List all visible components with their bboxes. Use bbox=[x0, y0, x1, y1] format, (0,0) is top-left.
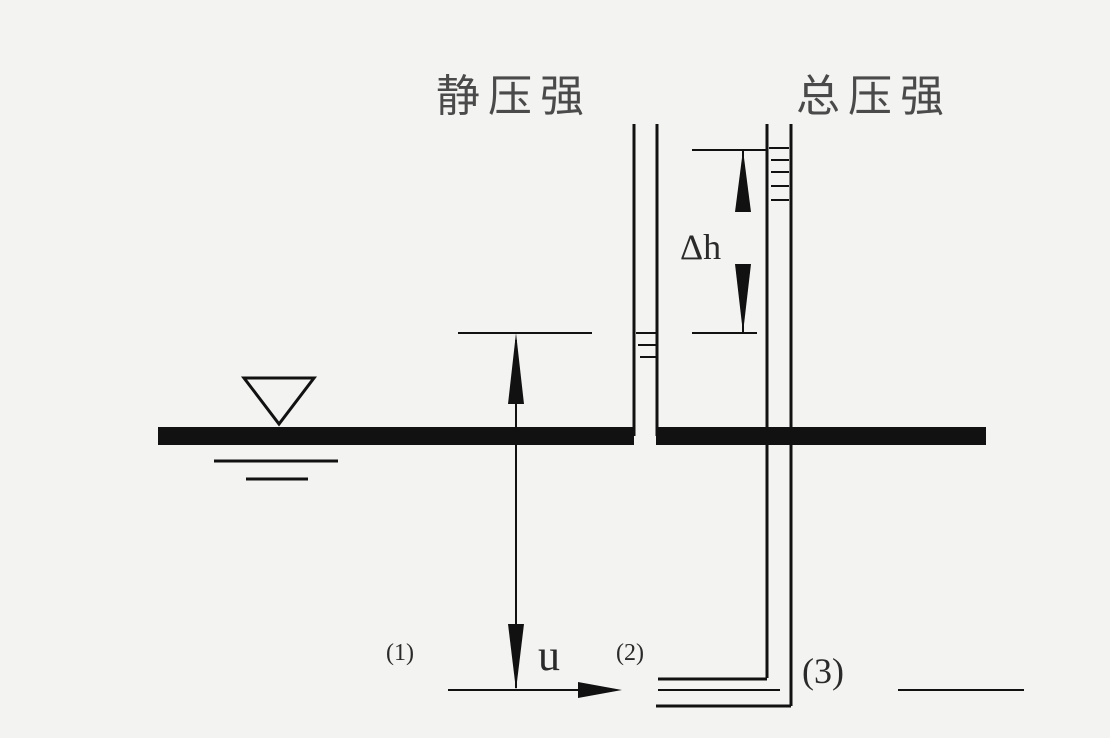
velocity-label: u bbox=[538, 631, 560, 680]
free-surface-triangle-icon bbox=[240, 376, 318, 427]
delta-h-arrow-down-icon bbox=[735, 264, 751, 333]
depth-arrow-down-icon bbox=[508, 624, 524, 690]
total-pressure-label: 总压强 bbox=[796, 71, 952, 122]
static-pressure-label: 静压强 bbox=[436, 71, 592, 122]
pitot-tube-liquid-marks bbox=[769, 147, 789, 201]
water-surface-bar-left bbox=[158, 427, 634, 445]
flow-arrow-icon bbox=[578, 682, 622, 698]
delta-h-label: Δh bbox=[680, 227, 722, 267]
delta-h-arrow-up-icon bbox=[735, 150, 751, 212]
point-1-label: (1) bbox=[386, 640, 414, 666]
static-tube-liquid-marks bbox=[636, 332, 656, 358]
depth-arrow-up-icon bbox=[508, 333, 524, 404]
point-3-label: (3) bbox=[802, 651, 844, 691]
water-surface-bar-right bbox=[656, 427, 986, 445]
point-2-label: (2) bbox=[616, 640, 644, 666]
